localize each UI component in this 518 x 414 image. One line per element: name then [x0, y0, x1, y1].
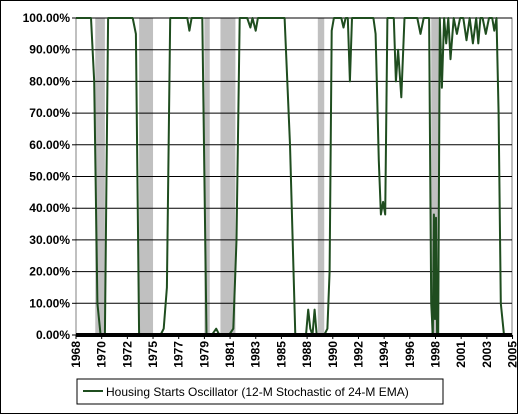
x-tick-label: 2005 — [506, 341, 518, 368]
y-tick-label: 100.00% — [23, 11, 71, 25]
y-tick-label: 20.00% — [29, 265, 70, 279]
y-tick-label: 80.00% — [29, 74, 70, 88]
legend: Housing Starts Oscillator (12-M Stochast… — [76, 378, 444, 405]
x-tick-label: 1983 — [249, 341, 263, 368]
series-line — [76, 17, 509, 336]
x-tick-label: 1988 — [300, 341, 314, 368]
x-tick-label: 2001 — [454, 341, 468, 368]
x-tick-label: 1977 — [172, 341, 186, 368]
x-tick-label: 1998 — [428, 341, 442, 368]
y-tick-label: 60.00% — [29, 138, 70, 152]
legend-label: Housing Starts Oscillator (12-M Stochast… — [106, 385, 409, 399]
x-tick-label: 2003 — [480, 341, 494, 368]
x-tick-label: 1996 — [403, 341, 417, 368]
y-tick-label: 40.00% — [29, 201, 70, 215]
legend-box — [76, 378, 444, 405]
x-tick-label: 1992 — [351, 341, 365, 368]
x-tick-label: 1990 — [326, 341, 340, 368]
x-tick-label: 1968 — [69, 341, 83, 368]
y-tick-label: 10.00% — [29, 296, 70, 310]
y-axis-ticks: 0.00% 10.00% 20.00% 30.00% 40.00% 50.00% 60.00… — [23, 11, 76, 342]
x-tick-label: 1972 — [120, 341, 134, 368]
x-tick-label: 1970 — [95, 341, 109, 368]
x-axis-ticks: 1968 1970 1972 1975 1977 1979 1981 1983 1985 1988… — [69, 335, 518, 368]
x-tick-label: 1981 — [223, 341, 237, 368]
x-tick-label: 1985 — [274, 341, 288, 368]
x-tick-label: 1975 — [146, 341, 160, 368]
y-tick-label: 90.00% — [29, 43, 70, 57]
y-tick-label: 30.00% — [29, 233, 70, 247]
y-tick-label: 70.00% — [29, 106, 70, 120]
x-tick-label: 1994 — [377, 341, 391, 368]
series-group — [76, 17, 509, 336]
y-tick-label: 50.00% — [29, 170, 70, 184]
y-tick-label: 0.00% — [36, 328, 70, 342]
x-tick-label: 1979 — [197, 341, 211, 368]
